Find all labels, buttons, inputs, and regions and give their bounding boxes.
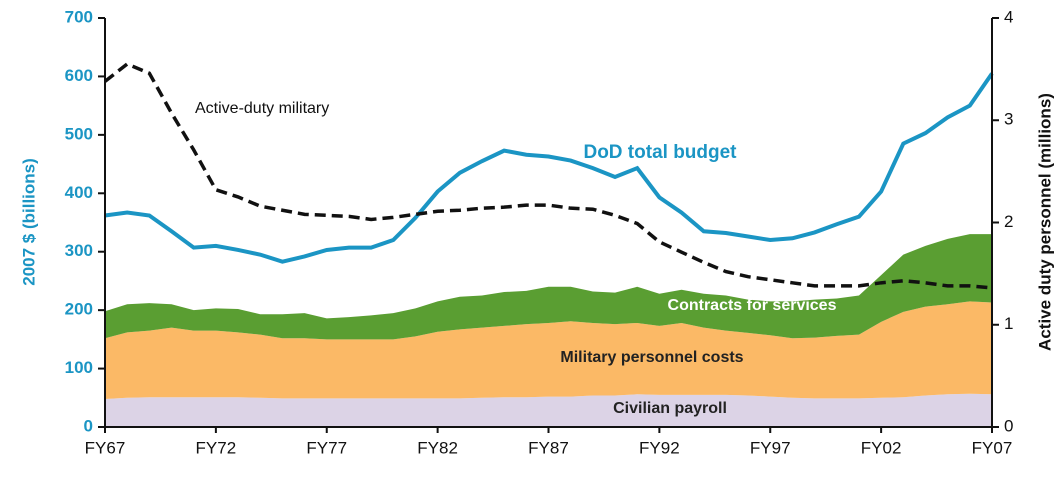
series-label: DoD total budget	[583, 142, 737, 163]
x-tick-label: FY82	[417, 438, 458, 457]
x-tick-label: FY67	[85, 438, 126, 457]
x-tick-label: FY97	[750, 438, 791, 457]
x-tick-label: FY87	[528, 438, 569, 457]
y-tick-label: 100	[65, 358, 93, 377]
y2-tick-label: 4	[1004, 7, 1013, 26]
y2-tick-label: 3	[1004, 110, 1013, 129]
y2-axis-label: Active duty personnel (millions)	[1035, 93, 1054, 351]
y-tick-label: 200	[65, 300, 93, 319]
y2-tick-label: 2	[1004, 212, 1013, 231]
y-tick-label: 0	[84, 416, 93, 435]
y2-tick-label: 0	[1004, 416, 1013, 435]
series-label: Civilian payroll	[613, 400, 727, 417]
area	[105, 301, 992, 399]
x-tick-label: FY92	[639, 438, 680, 457]
y-axis-label: 2007 $ (billions)	[19, 158, 38, 286]
line	[103, 62, 993, 290]
area	[105, 234, 992, 340]
x-tick-label: FY72	[196, 438, 237, 457]
y-tick-label: 300	[65, 241, 93, 260]
x-tick-label: FY07	[972, 438, 1013, 457]
y2-tick-label: 1	[1004, 314, 1013, 333]
y-tick-label: 500	[65, 124, 93, 143]
series-label: Military personnel costs	[560, 349, 743, 366]
series-label: Contracts for services	[668, 297, 837, 314]
x-tick-label: FY02	[861, 438, 902, 457]
series-label: Active-duty military	[195, 100, 329, 117]
x-tick-label: FY77	[306, 438, 347, 457]
y-tick-label: 400	[65, 183, 93, 202]
line	[104, 72, 994, 264]
y-tick-label: 700	[65, 7, 93, 26]
area	[105, 393, 992, 427]
y-tick-label: 600	[65, 66, 93, 85]
